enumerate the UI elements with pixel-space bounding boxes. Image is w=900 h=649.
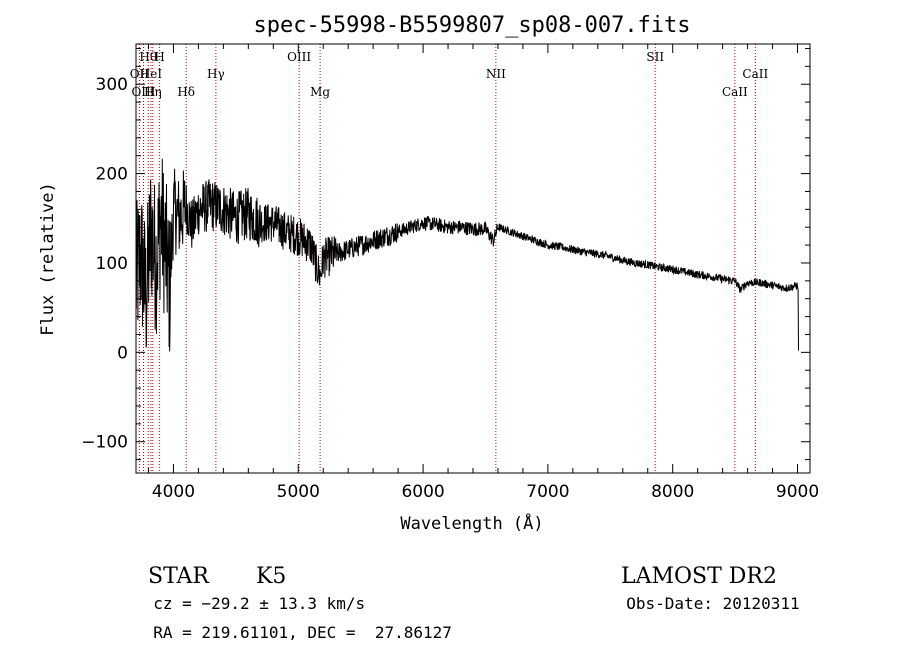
x-tick-label: 6000 xyxy=(401,482,444,502)
spectrum-line xyxy=(135,158,799,352)
object-subclass: K5 xyxy=(242,539,286,589)
x-tick-label: 8000 xyxy=(651,482,694,502)
coordinates: RA = 219.61101, DEC = 27.86127 xyxy=(134,604,452,642)
line-marker-label: H xyxy=(154,50,164,64)
line-marker-label: OIII xyxy=(131,85,155,99)
obs-date-text: Obs-Date: 20120311 xyxy=(626,594,800,613)
class-text: STAR xyxy=(148,564,209,589)
line-marker-label: OIII xyxy=(287,50,311,64)
x-axis-label: Wavelength (Å) xyxy=(400,512,543,534)
plot-frame xyxy=(135,43,811,474)
cz-text: cz = −29.2 ± 13.3 km/s xyxy=(153,594,366,613)
line-marker-label: SII xyxy=(646,50,664,64)
line-marker-label: Hγ xyxy=(207,67,225,81)
line-marker-label: NII xyxy=(486,67,506,81)
line-marker-label: Hδ xyxy=(177,85,195,99)
coords-text: RA = 219.61101, DEC = 27.86127 xyxy=(153,623,452,642)
y-tick-label: 100 xyxy=(96,254,128,274)
x-tick-label: 9000 xyxy=(776,482,819,502)
x-tick-label: 4000 xyxy=(152,482,195,502)
axes: 4000 5000 6000 7000 8000 9000 −100 0 100 200 300 xyxy=(81,44,819,502)
y-tick-label: 300 xyxy=(96,75,128,95)
line-marker-label: Mg xyxy=(310,85,330,99)
y-tick-label: 0 xyxy=(117,343,128,363)
subclass-text: K5 xyxy=(256,564,287,589)
x-tick-label: 5000 xyxy=(277,482,320,502)
y-tick-label: 200 xyxy=(96,165,128,185)
line-marker-label: CaII xyxy=(742,67,768,81)
line-marker-label: OII xyxy=(130,67,150,81)
y-tick-label: −100 xyxy=(81,433,128,453)
observation-date: Obs-Date: 20120311 xyxy=(607,575,800,613)
line-marker-label: CaII xyxy=(722,85,748,99)
spectrum-layer xyxy=(135,158,799,352)
object-class: STAR xyxy=(134,539,209,589)
line-marker-label: Hη xyxy=(144,85,162,99)
redshift-velocity: cz = −29.2 ± 13.3 km/s xyxy=(134,575,365,613)
y-axis-label: Flux (relative) xyxy=(38,182,58,336)
chart-title: spec-55998-B5599807_sp08-007.fits xyxy=(253,13,690,38)
survey-text: LAMOST DR2 xyxy=(621,564,777,589)
line-marker-label: HeI xyxy=(140,67,163,81)
x-tick-label: 7000 xyxy=(526,482,569,502)
survey-name: LAMOST DR2 xyxy=(607,539,777,589)
